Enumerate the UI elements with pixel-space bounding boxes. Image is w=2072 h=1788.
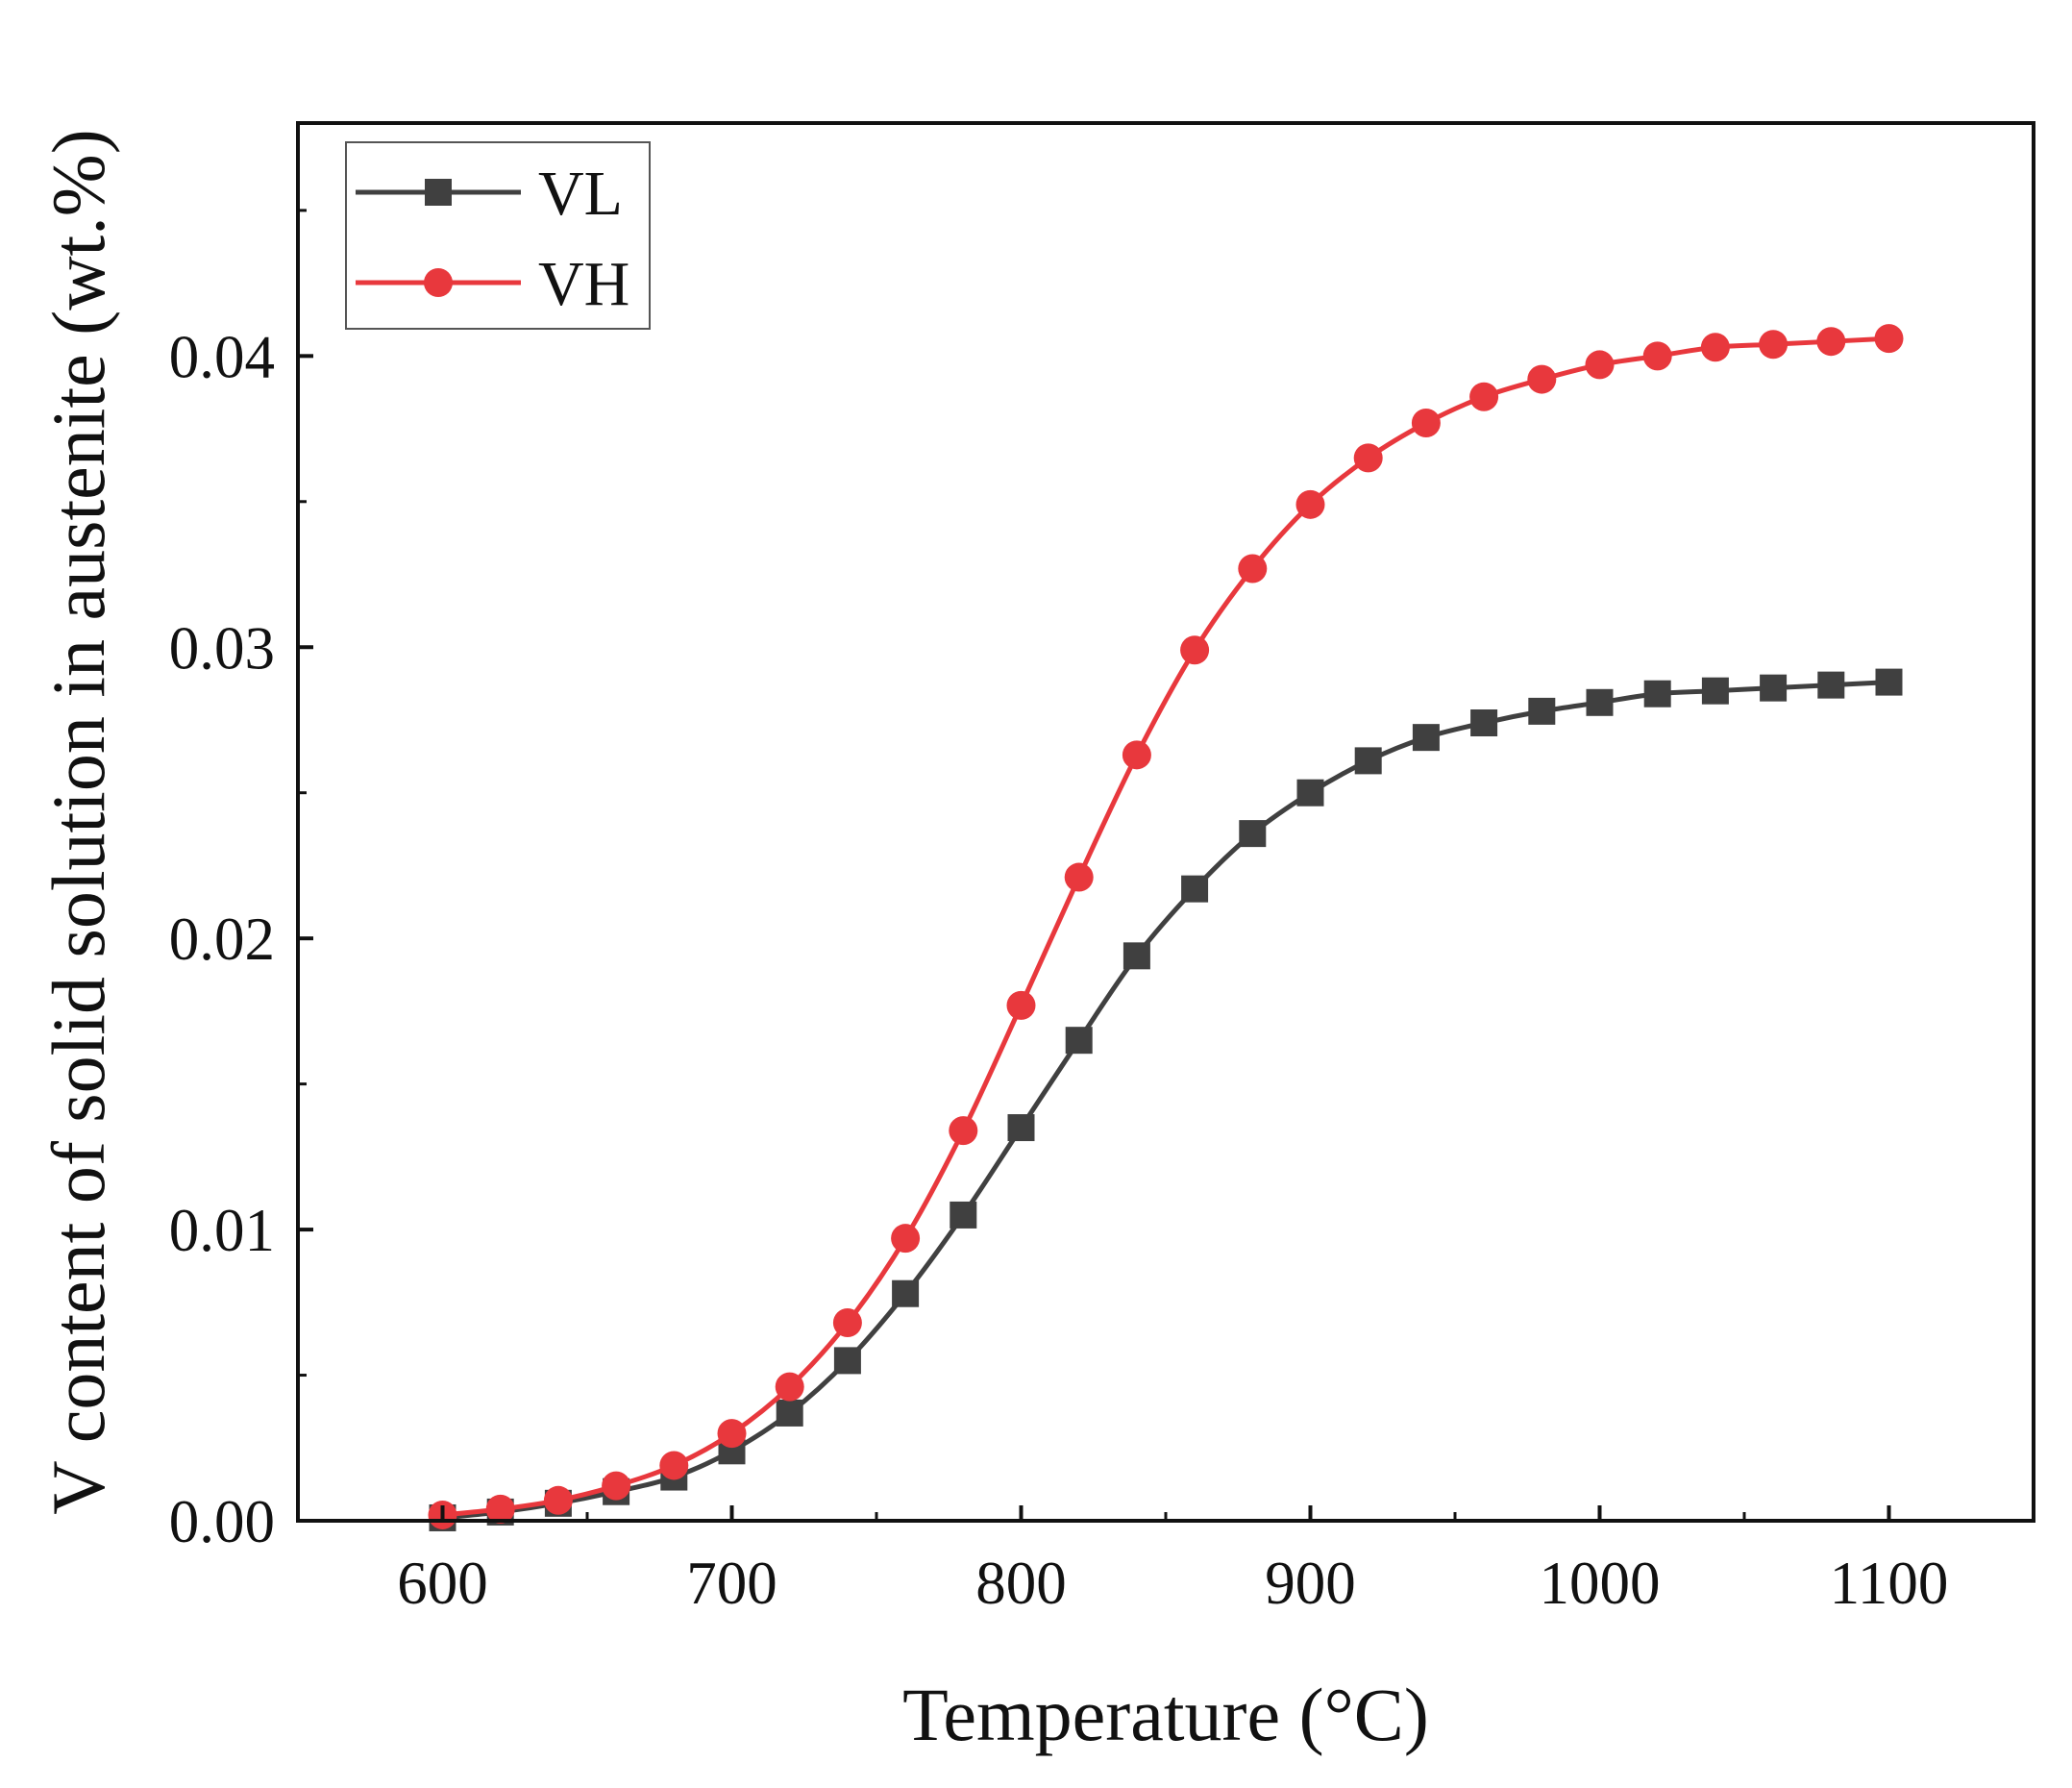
data-point-VH (1353, 443, 1383, 473)
y-tick-label: 0.02 (169, 906, 275, 973)
legend-item-VL: VL (356, 159, 623, 229)
data-point-VH (1122, 740, 1151, 770)
data-point-VH (1469, 382, 1499, 411)
data-point-VL (776, 1399, 803, 1427)
data-point-VH (1180, 635, 1210, 665)
x-axis: 600 700 800 900 1000 1100 (397, 1505, 1948, 1617)
data-point-VH (602, 1471, 631, 1501)
legend-item-VH: VH (356, 249, 629, 319)
data-point-VH (1759, 330, 1788, 360)
data-point-VH (1411, 409, 1441, 438)
data-point-VL (833, 1347, 861, 1375)
data-point-VL (1007, 1114, 1035, 1142)
data-point-VL (1181, 875, 1209, 903)
series-VL (429, 668, 1903, 1531)
data-point-VH (543, 1485, 573, 1515)
x-tick-label: 600 (397, 1550, 488, 1617)
data-point-VH (1238, 554, 1268, 584)
y-tick-label: 0.01 (169, 1197, 275, 1264)
data-point-VL (1528, 697, 1556, 725)
data-point-VL (1470, 709, 1498, 737)
series-VH (428, 324, 1904, 1529)
data-point-VL (1760, 674, 1788, 702)
y-tick-label: 0.00 (169, 1488, 275, 1555)
y-tick-label: 0.03 (169, 614, 275, 682)
legend-label: VL (538, 159, 623, 229)
data-point-VL (1817, 671, 1845, 699)
data-point-VH (1874, 324, 1904, 354)
data-point-VL (892, 1279, 920, 1307)
series-layer (428, 324, 1904, 1531)
x-tick-label: 1100 (1830, 1550, 1949, 1617)
x-tick-label: 900 (1265, 1550, 1356, 1617)
series-line-VH (442, 335, 1889, 1518)
data-point-VL (1065, 1027, 1093, 1055)
x-tick-label: 700 (686, 1550, 777, 1617)
data-point-VL (1412, 724, 1440, 752)
legend: VL VH (345, 141, 651, 330)
data-point-VH (1816, 327, 1846, 357)
data-point-VH (1700, 333, 1730, 362)
series-line-VL (442, 680, 1889, 1521)
data-point-VL (1354, 747, 1382, 775)
x-tick-label: 1000 (1540, 1550, 1661, 1617)
data-point-VL (1296, 779, 1324, 807)
data-point-VH (717, 1419, 747, 1449)
data-point-VL (1239, 820, 1267, 848)
data-point-VH (1295, 489, 1325, 519)
y-tick-label: 0.04 (169, 323, 275, 390)
data-point-VL (1643, 680, 1671, 708)
legend-label: VH (538, 249, 629, 319)
legend-swatch-marker (425, 179, 452, 206)
data-point-VH (949, 1116, 978, 1146)
data-point-VH (1006, 990, 1036, 1020)
data-point-VL (1122, 942, 1150, 970)
y-axis: 0.00 0.01 0.02 0.03 0.04 (169, 209, 313, 1555)
data-point-VH (1064, 862, 1094, 892)
data-point-VH (1585, 350, 1615, 380)
x-tick-label: 800 (975, 1550, 1067, 1617)
data-point-VH (832, 1308, 862, 1338)
data-point-VH (1527, 364, 1557, 394)
data-point-VL (1875, 668, 1903, 696)
data-point-VH (891, 1224, 921, 1254)
legend-box (345, 141, 651, 330)
y-axis-title: V content of solid solution in austenite… (37, 129, 120, 1514)
data-point-VL (950, 1201, 977, 1229)
data-point-VH (1642, 341, 1672, 371)
data-point-VL (1586, 688, 1614, 716)
data-point-VH (775, 1372, 804, 1402)
x-axis-title: Temperature (°C) (902, 1673, 1429, 1756)
data-point-VH (659, 1451, 689, 1480)
data-point-VL (1701, 677, 1729, 705)
legend-swatch-marker (424, 268, 453, 297)
data-point-VH (485, 1494, 515, 1524)
